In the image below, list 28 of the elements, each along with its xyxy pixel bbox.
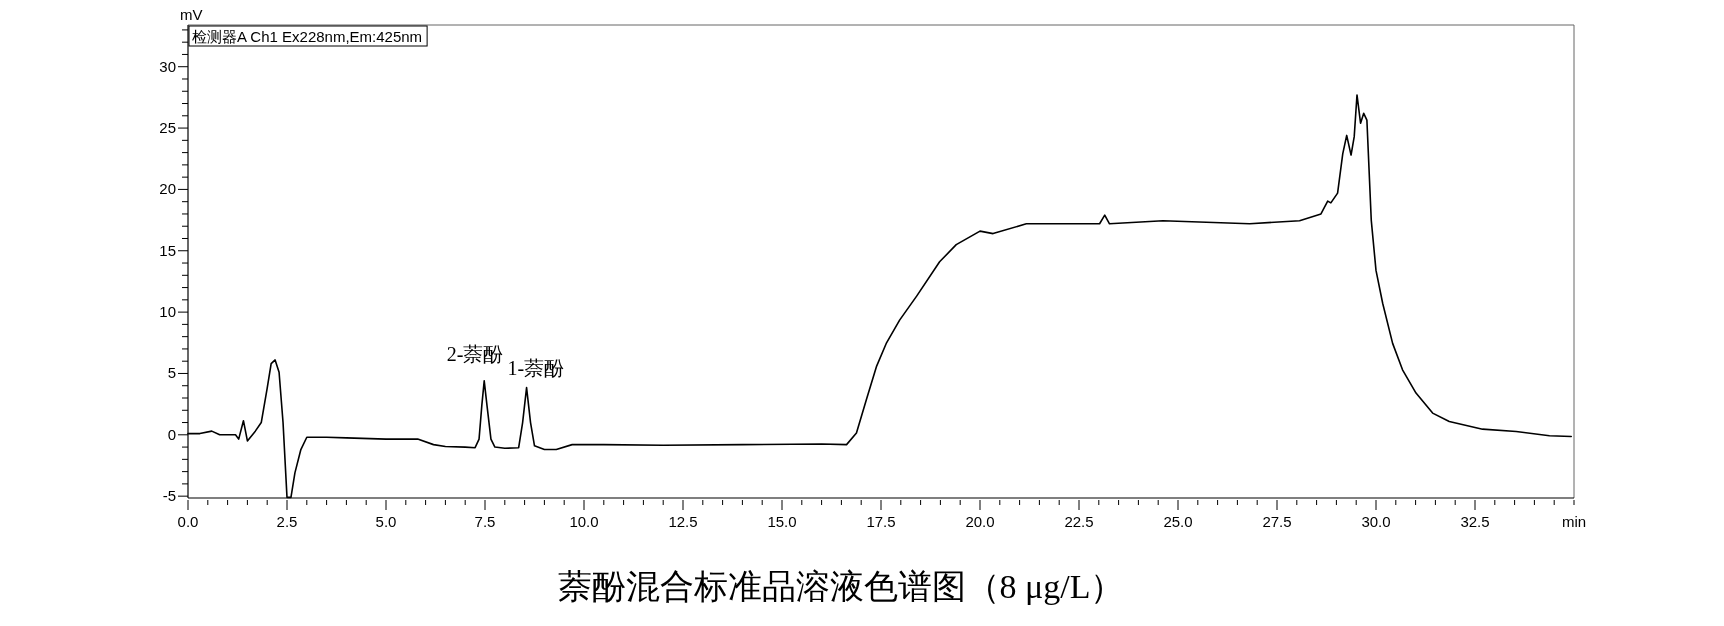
- x-tick-label: 0.0: [177, 513, 199, 530]
- annotation: 检测器A Ch1 Ex228nm,Em:425nm: [192, 28, 423, 45]
- annotation: 2-萘酚: [446, 342, 504, 365]
- x-tick-label: 30.0: [1361, 513, 1391, 530]
- text: 萘酚混合标准品溶液色谱图（8 μg/L）: [557, 568, 1125, 605]
- annotation: 1-萘酚: [507, 356, 565, 379]
- x-tick-label: 22.5: [1064, 513, 1094, 530]
- x-tick-label: 5.0: [375, 513, 397, 530]
- y-tick-label: 25: [159, 119, 176, 137]
- x-tick-label: 12.5: [668, 513, 698, 530]
- x-tick-label: 10.0: [569, 513, 599, 530]
- y-tick-label: 30: [159, 57, 176, 75]
- x-tick-label: 25.0: [1163, 513, 1193, 530]
- x-tick-label: 7.5: [474, 513, 496, 530]
- y-axis-title: mV: [180, 6, 203, 23]
- y-tick-label: -5: [162, 487, 176, 505]
- x-tick-label: 15.0: [767, 513, 797, 530]
- y-tick-label: 20: [159, 180, 176, 198]
- x-tick-label: 2.5: [276, 513, 298, 530]
- x-axis-title: min: [1561, 513, 1587, 530]
- y-tick-label: 15: [159, 241, 176, 259]
- x-tick-label: 17.5: [866, 513, 896, 530]
- y-tick-label: 0: [167, 425, 176, 443]
- x-tick-label: 27.5: [1262, 513, 1292, 530]
- y-tick-label: 10: [159, 303, 176, 321]
- x-tick-label: 32.5: [1460, 513, 1490, 530]
- y-tick-label: 5: [167, 364, 176, 382]
- x-tick-label: 20.0: [965, 513, 995, 530]
